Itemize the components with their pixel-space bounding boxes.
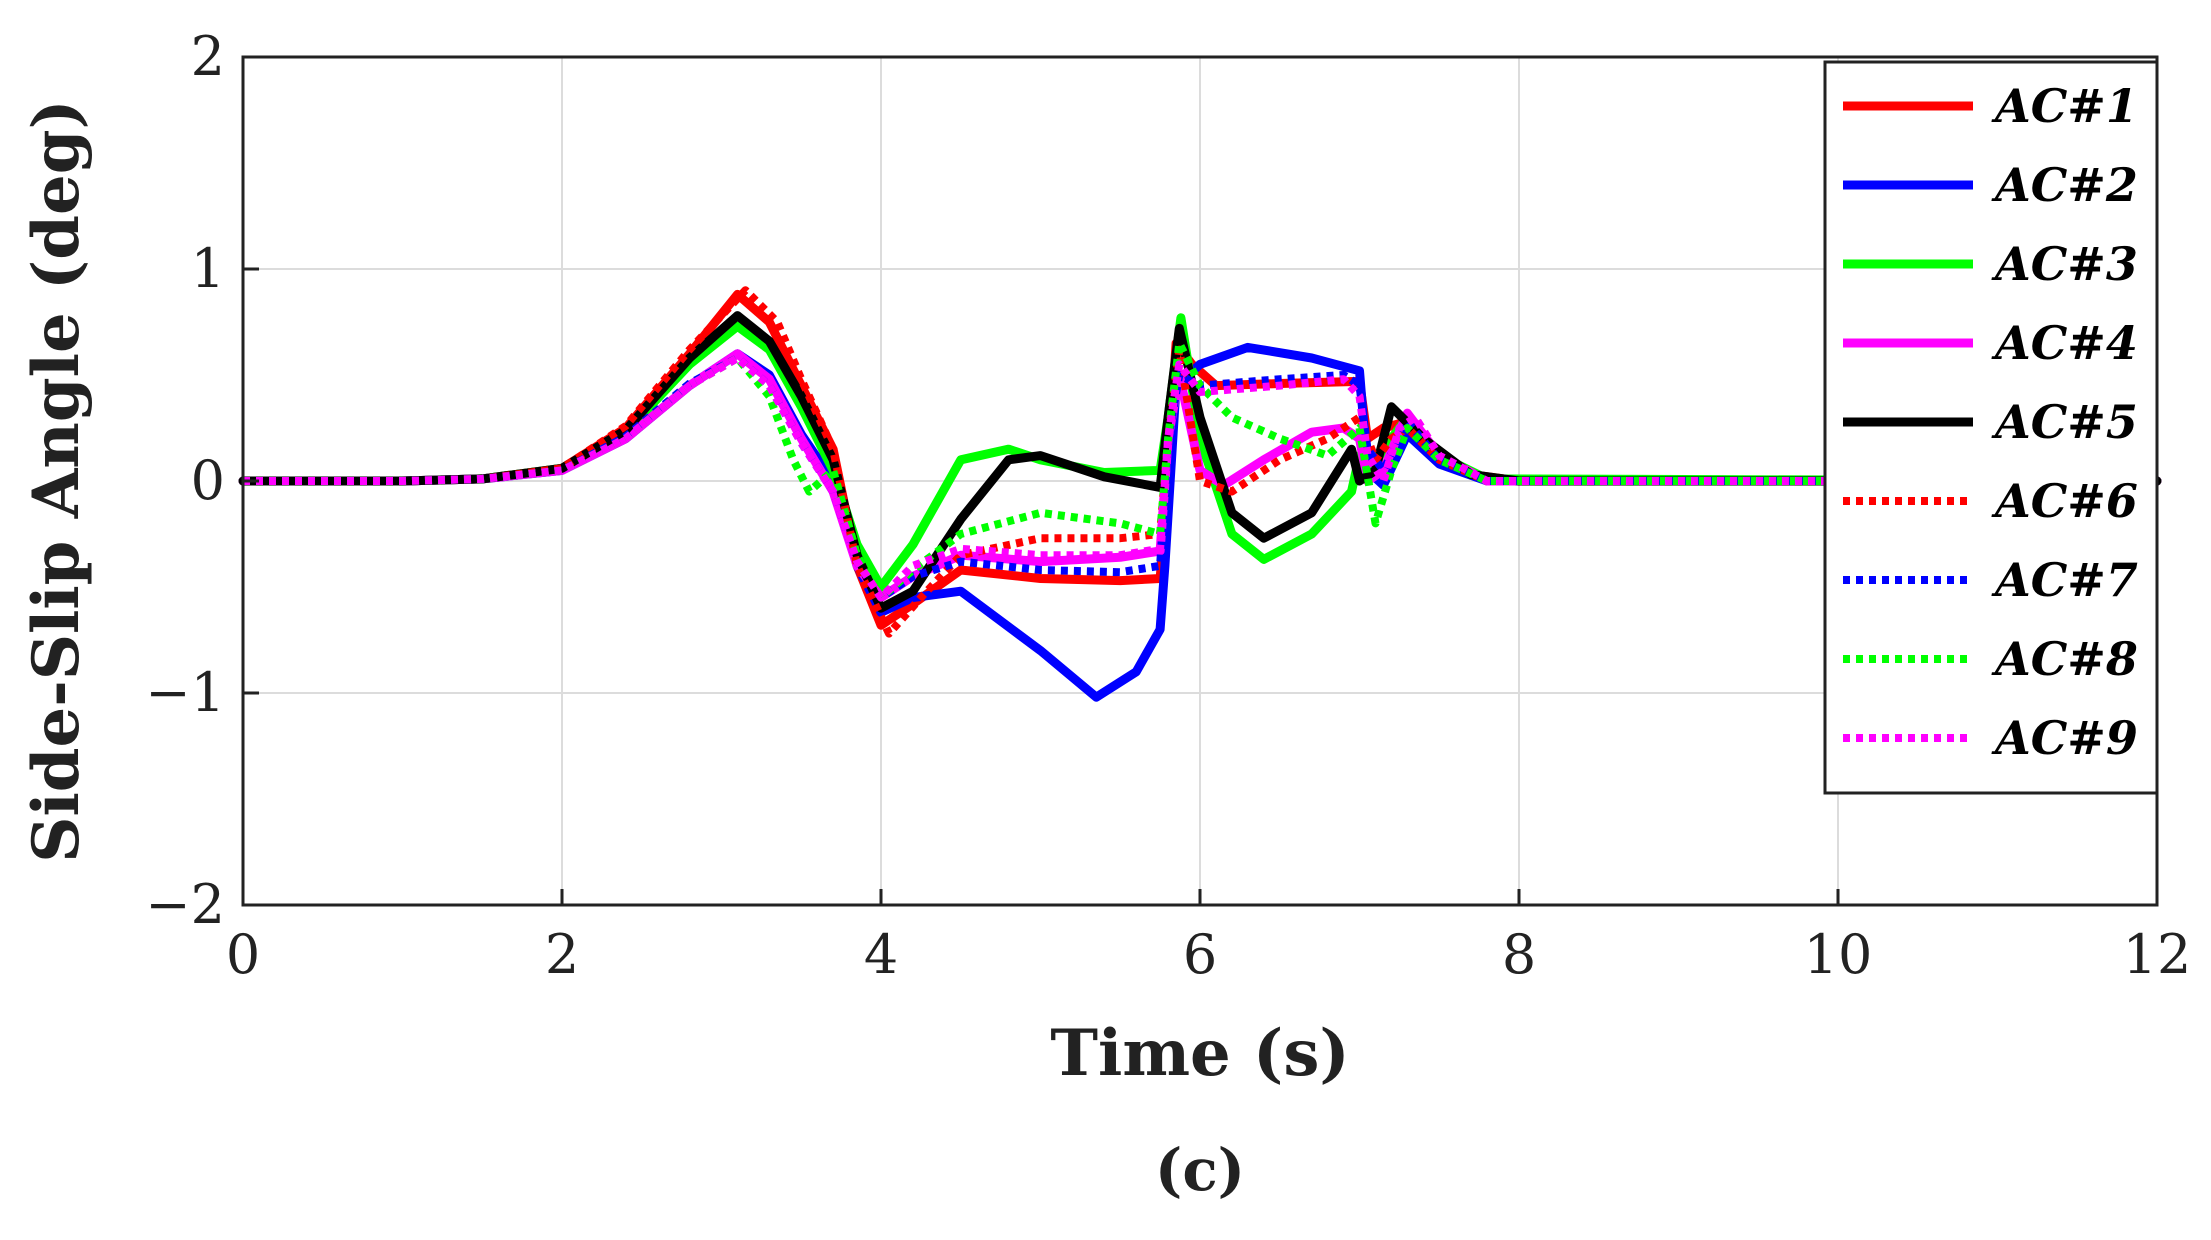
legend: AC#1 AC#2 AC#3 AC#4 AC#5 AC#6 AC#7 AC#8 AC#9 (1823, 60, 2159, 795)
legend-label: AC#7 (1991, 553, 2138, 607)
x-tick-label: 4 (864, 923, 898, 986)
y-tick-label: 1 (191, 237, 225, 300)
y-tick-label: −1 (145, 661, 225, 724)
legend-label: AC#4 (1991, 316, 2138, 370)
x-tick-label: 6 (1183, 923, 1217, 986)
legend-label: AC#1 (1991, 79, 2138, 133)
series-line-9 (243, 354, 2157, 602)
legend-label: AC#6 (1991, 474, 2138, 528)
series-line-6 (243, 286, 2157, 638)
x-axis-label: Time (s) (1050, 1016, 1349, 1091)
series-lines (238, 286, 2162, 702)
legend-label: AC#5 (1991, 395, 2138, 449)
y-tick-label: 0 (191, 449, 225, 512)
x-tick-label: 8 (1502, 923, 1536, 986)
figure-caption: (c) (1155, 1136, 1245, 1204)
legend-label: AC#8 (1991, 632, 2138, 686)
y-tick-label: −2 (145, 873, 225, 936)
x-tick-label: 0 (226, 923, 260, 986)
legend-label: AC#9 (1991, 711, 2138, 765)
legend-label: AC#3 (1991, 237, 2138, 291)
x-tick-label: 10 (1804, 923, 1873, 986)
legend-label: AC#2 (1991, 158, 2138, 212)
series-line-5 (238, 311, 2162, 613)
y-axis-label: Side-Slip Angle (deg) (19, 99, 94, 862)
x-tick-label: 12 (2123, 923, 2192, 986)
x-tick-label: 2 (545, 923, 579, 986)
y-tick-label: 2 (191, 25, 225, 88)
